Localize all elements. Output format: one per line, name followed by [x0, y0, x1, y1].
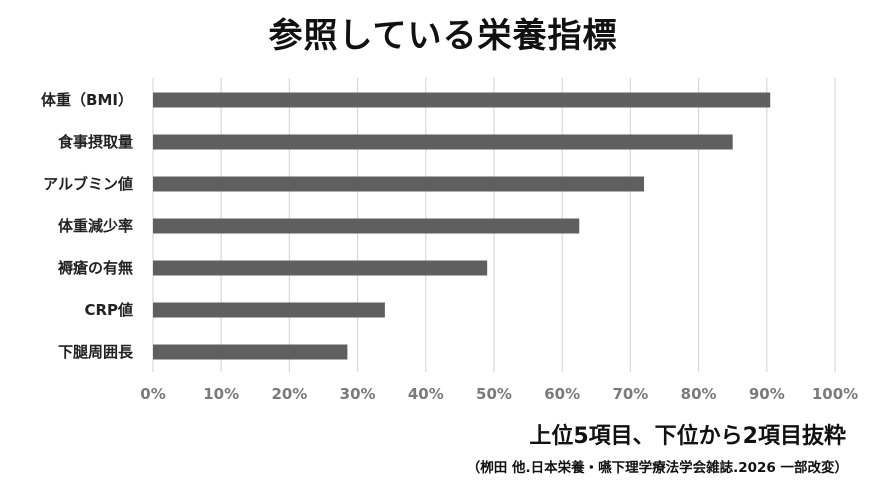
x-tick-label: 10% — [203, 385, 239, 403]
bar — [153, 218, 580, 234]
x-tick-label: 30% — [340, 385, 376, 403]
bar — [153, 302, 385, 318]
x-tick-label: 80% — [681, 385, 717, 403]
chart-title: 参照している栄養指標 — [268, 16, 618, 56]
x-tick-label: 60% — [544, 385, 580, 403]
category-label: アルブミン値 — [43, 175, 133, 193]
x-tick-label: 100% — [812, 385, 858, 403]
chart-source: （栁田 他.日本栄養・嚥下理学療法学会雑誌.2026 一部改変） — [466, 460, 848, 476]
category-label: CRP値 — [84, 301, 133, 319]
x-tick-label: 50% — [476, 385, 512, 403]
x-tick-label: 90% — [749, 385, 785, 403]
bar — [153, 260, 488, 276]
bar — [153, 134, 733, 150]
x-tick-label: 40% — [408, 385, 444, 403]
bar — [153, 176, 645, 192]
category-label: 下腿周囲長 — [58, 343, 134, 361]
bar — [153, 92, 771, 108]
category-label: 体重減少率 — [58, 217, 133, 235]
x-tick-label: 20% — [271, 385, 307, 403]
bar — [153, 344, 348, 360]
x-tick-label: 0% — [140, 385, 165, 403]
x-tick-label: 70% — [612, 385, 648, 403]
category-label: 食事摂取量 — [58, 133, 133, 151]
chart-note: 上位5項目、下位から2項目抜粋 — [529, 424, 846, 449]
category-label: 体重（BMI） — [41, 91, 133, 109]
category-label: 褥瘡の有無 — [57, 259, 133, 277]
